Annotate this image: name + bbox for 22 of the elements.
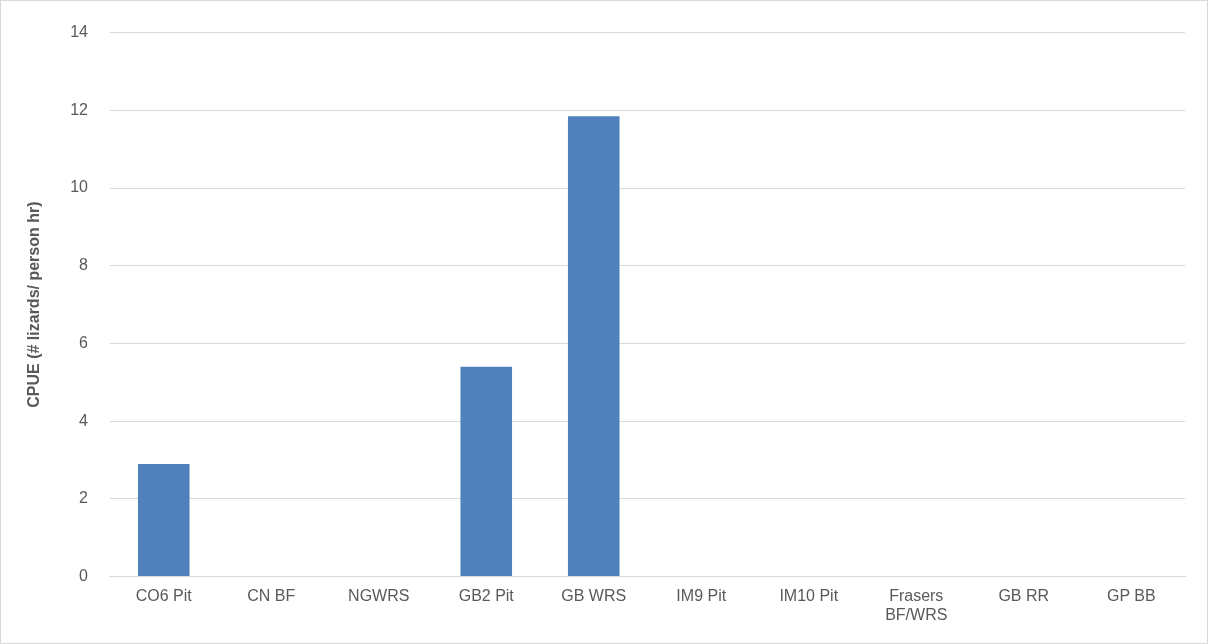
x-tick-label: CN BF	[247, 586, 296, 604]
y-tick-label: 12	[70, 100, 89, 118]
x-tick-label: GB RR	[998, 586, 1050, 604]
y-tick-label: 14	[70, 23, 89, 41]
bar	[460, 366, 513, 577]
x-tick-label: IM9 Pit	[676, 586, 727, 604]
x-tick-label: IM10 Pit	[779, 586, 839, 604]
x-tick-label: NGWRS	[348, 586, 410, 604]
y-tick-label: 10	[70, 178, 89, 196]
y-tick-label: 6	[79, 333, 89, 351]
bar	[567, 116, 620, 577]
y-axis-title: CPUE (# lizards/ person hr)	[25, 201, 43, 408]
x-tick-label: GB2 Pit	[458, 586, 515, 604]
bar	[137, 463, 190, 577]
y-tick-label: 8	[79, 256, 89, 274]
x-tick-label: GP BB	[1106, 586, 1156, 604]
y-tick-label: 2	[79, 489, 89, 507]
x-tick-label: GB WRS	[561, 586, 627, 604]
y-tick-label: 0	[79, 567, 89, 585]
y-tick-label: 4	[79, 411, 89, 429]
x-tick-label: Frasers BF/WRS	[885, 586, 948, 623]
x-tick-label: CO6 Pit	[135, 586, 193, 604]
